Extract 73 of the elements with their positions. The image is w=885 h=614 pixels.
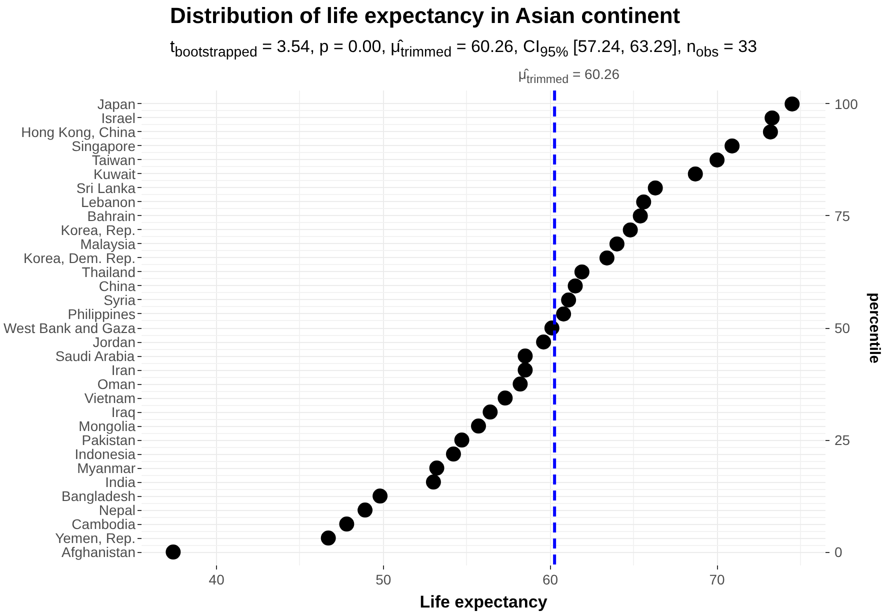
y2-axis-title: percentile <box>866 292 883 364</box>
y-tick-label: Bahrain <box>87 208 136 224</box>
point <box>561 292 576 308</box>
y-tick-label: Oman <box>97 376 136 392</box>
y-tick-label: Lebanon <box>80 194 136 210</box>
y-tick-label: India <box>105 474 136 490</box>
point <box>512 376 528 392</box>
point <box>710 152 725 168</box>
point <box>372 488 388 504</box>
point <box>518 348 533 364</box>
y-tick-label: Mongolia <box>78 418 136 434</box>
y-tick-label: Thailand <box>82 264 136 280</box>
point <box>568 278 583 294</box>
point <box>470 418 486 434</box>
point <box>636 194 652 210</box>
point <box>454 432 470 448</box>
y-tick-label: Sri Lanka <box>76 180 136 196</box>
y2-tick-label: 100 <box>834 96 858 112</box>
y-tick-label: Saudi Arabia <box>55 348 135 364</box>
y-tick-label: Vietnam <box>84 390 136 406</box>
point <box>498 390 513 406</box>
point <box>429 460 444 476</box>
point <box>724 138 740 154</box>
x-tick-label: 60 <box>542 572 558 588</box>
y-tick-label: Syria <box>104 292 136 308</box>
y-tick-label: Iran <box>111 362 136 378</box>
y-tick-label: Jordan <box>92 334 136 350</box>
y-tick-label: Iraq <box>111 404 136 420</box>
point <box>518 362 533 378</box>
point <box>784 96 800 112</box>
point <box>536 334 552 350</box>
x-tick-label: 40 <box>208 572 225 588</box>
y-tick-label: Japan <box>97 96 136 112</box>
point <box>339 516 354 532</box>
ref-line-label: μ̂$_{trimmed}$ = 60.26 <box>517 65 621 88</box>
point <box>166 544 181 560</box>
point <box>320 530 336 546</box>
y2-tick-label: 75 <box>834 208 850 224</box>
y-tick-label: Korea, Rep. <box>60 222 136 238</box>
y2-tick-label: 50 <box>834 320 850 336</box>
point <box>446 446 461 462</box>
y-tick-label: Kuwait <box>93 166 136 182</box>
point <box>609 236 624 252</box>
y-tick-label: Yemen, Rep. <box>55 530 136 546</box>
point <box>762 124 778 140</box>
x-tick-label: 70 <box>709 572 726 588</box>
y-tick-label: Indonesia <box>74 446 136 462</box>
point <box>648 180 663 196</box>
y2-tick-label: 25 <box>834 432 850 448</box>
y2-tick-label: 0 <box>834 544 842 560</box>
x-tick-label: 50 <box>376 572 392 588</box>
y-tick-label: Myanmar <box>77 460 136 476</box>
y-tick-label: Nepal <box>98 502 136 518</box>
point <box>482 404 498 420</box>
y-tick-label: Bangladesh <box>62 488 136 504</box>
y-tick-label: Cambodia <box>72 516 136 532</box>
text: t$_{bootstrapped}$ = 3.54, p = 0.00, μ̂$_{trimmed}$ = 60.26, CI$_{95%}$ [57.24, 63.29], n$_{obs}$ = 33 <box>170 37 758 61</box>
y-tick-label: China <box>98 278 136 294</box>
y-tick-label: Israel <box>101 110 136 126</box>
point <box>556 306 572 322</box>
point <box>599 250 614 266</box>
x-axis-title: Life expectancy <box>420 592 548 612</box>
point <box>574 264 590 280</box>
point <box>426 474 441 490</box>
point <box>632 208 648 224</box>
y-tick-label: Afghanistan <box>62 544 136 560</box>
y-tick-label: Malaysia <box>80 236 136 252</box>
y-tick-label: Hong Kong, China <box>21 124 136 140</box>
point <box>764 110 780 126</box>
point <box>358 502 373 518</box>
chart-title: Distribution of life expectancy in Asian continent <box>170 2 682 30</box>
point <box>622 222 638 238</box>
point <box>688 166 703 182</box>
